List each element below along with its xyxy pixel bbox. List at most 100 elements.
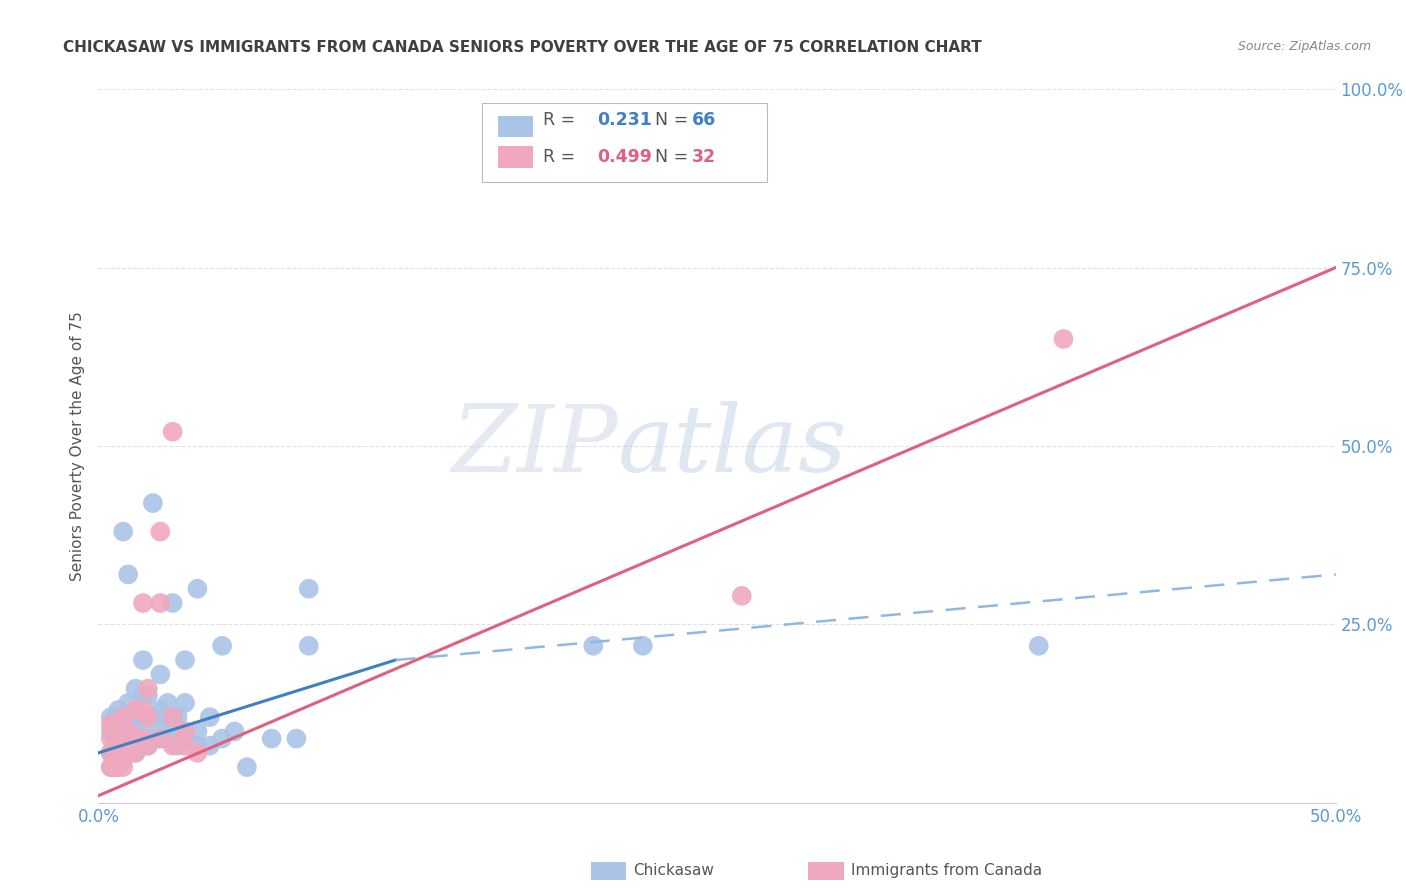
Point — [186, 582, 208, 596]
Point — [236, 760, 259, 774]
Text: 0.231: 0.231 — [598, 111, 652, 128]
Point — [136, 710, 159, 724]
Point — [224, 724, 246, 739]
Text: 32: 32 — [692, 148, 717, 166]
Point — [132, 703, 155, 717]
Point — [186, 724, 208, 739]
Point — [149, 524, 172, 539]
Point — [124, 746, 146, 760]
Point — [162, 739, 184, 753]
Point — [174, 653, 197, 667]
Text: atlas: atlas — [619, 401, 848, 491]
Point — [100, 746, 122, 760]
Point — [136, 681, 159, 696]
Text: CHICKASAW VS IMMIGRANTS FROM CANADA SENIORS POVERTY OVER THE AGE OF 75 CORRELATI: CHICKASAW VS IMMIGRANTS FROM CANADA SENI… — [63, 40, 981, 55]
Point — [631, 639, 654, 653]
Point — [174, 739, 197, 753]
Text: Chickasaw: Chickasaw — [633, 863, 714, 878]
Point — [198, 739, 221, 753]
Point — [174, 731, 197, 746]
Point — [124, 703, 146, 717]
Point — [162, 596, 184, 610]
Point — [104, 739, 127, 753]
Point — [117, 724, 139, 739]
Point — [104, 746, 127, 760]
Point — [1028, 639, 1050, 653]
Point — [132, 717, 155, 731]
Point — [112, 753, 135, 767]
Point — [132, 596, 155, 610]
Point — [107, 739, 129, 753]
Point — [162, 717, 184, 731]
Point — [1052, 332, 1074, 346]
Point — [149, 703, 172, 717]
Point — [162, 425, 184, 439]
Point — [100, 731, 122, 746]
Point — [104, 710, 127, 724]
Point — [124, 731, 146, 746]
Point — [132, 739, 155, 753]
Point — [100, 746, 122, 760]
Point — [156, 731, 179, 746]
Point — [107, 760, 129, 774]
Point — [136, 739, 159, 753]
Point — [104, 760, 127, 774]
Point — [136, 710, 159, 724]
Point — [166, 710, 188, 724]
Point — [142, 710, 165, 724]
Point — [186, 739, 208, 753]
Point — [117, 724, 139, 739]
Point — [124, 746, 146, 760]
Point — [298, 639, 321, 653]
Point — [211, 639, 233, 653]
Point — [149, 667, 172, 681]
Point — [142, 731, 165, 746]
Text: 0.499: 0.499 — [598, 148, 652, 166]
FancyBboxPatch shape — [482, 103, 766, 182]
Text: R =: R = — [543, 148, 581, 166]
Point — [124, 681, 146, 696]
Point — [112, 731, 135, 746]
Point — [174, 696, 197, 710]
Point — [731, 589, 754, 603]
Point — [582, 639, 605, 653]
Point — [107, 703, 129, 717]
Point — [174, 724, 197, 739]
Point — [166, 739, 188, 753]
Point — [100, 710, 122, 724]
Point — [112, 524, 135, 539]
Point — [132, 689, 155, 703]
Point — [117, 746, 139, 760]
Point — [104, 731, 127, 746]
Point — [117, 696, 139, 710]
Point — [136, 739, 159, 753]
Point — [186, 746, 208, 760]
Point — [100, 760, 122, 774]
Point — [174, 724, 197, 739]
Point — [149, 717, 172, 731]
Point — [149, 731, 172, 746]
Point — [136, 689, 159, 703]
Point — [100, 760, 122, 774]
Point — [156, 710, 179, 724]
Point — [142, 496, 165, 510]
Point — [162, 710, 184, 724]
Y-axis label: Seniors Poverty Over the Age of 75: Seniors Poverty Over the Age of 75 — [70, 311, 86, 581]
Point — [132, 653, 155, 667]
Point — [742, 111, 765, 125]
Text: Immigrants from Canada: Immigrants from Canada — [851, 863, 1042, 878]
Point — [156, 696, 179, 710]
Point — [117, 746, 139, 760]
Text: N =: N = — [644, 148, 693, 166]
Text: R =: R = — [543, 111, 581, 128]
FancyBboxPatch shape — [498, 116, 533, 137]
Point — [100, 717, 122, 731]
Point — [100, 724, 122, 739]
Point — [298, 582, 321, 596]
Point — [107, 724, 129, 739]
Point — [124, 731, 146, 746]
Point — [149, 731, 172, 746]
Text: 66: 66 — [692, 111, 717, 128]
Text: N =: N = — [644, 111, 693, 128]
Point — [149, 596, 172, 610]
